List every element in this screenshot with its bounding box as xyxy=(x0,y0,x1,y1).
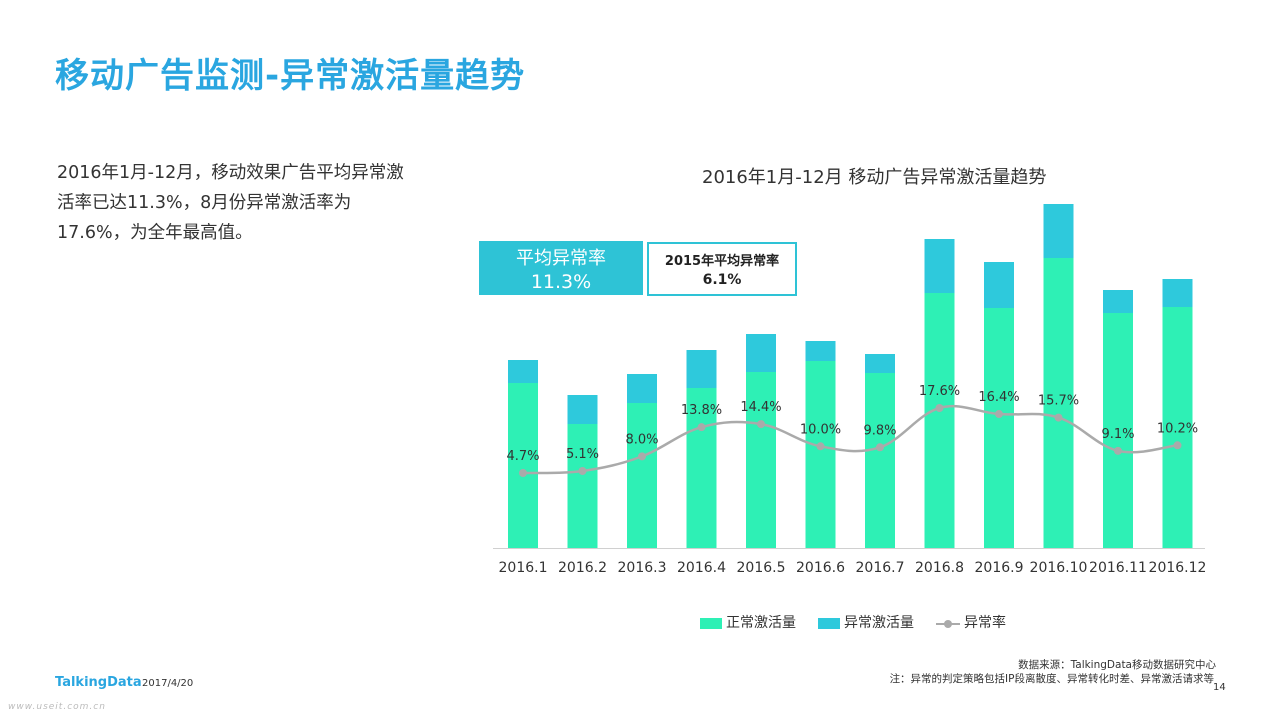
rate-data-label: 9.1% xyxy=(1101,427,1134,442)
bar-abnormal xyxy=(1162,279,1193,307)
rate-data-label: 14.4% xyxy=(740,400,781,415)
description-line: 17.6%，为全年最高值。 xyxy=(57,223,253,243)
bar-normal xyxy=(865,373,895,548)
legend-label: 正常激活量 xyxy=(726,615,796,631)
bar-normal xyxy=(805,361,836,548)
rate-point xyxy=(697,423,706,432)
rate-data-label: 13.8% xyxy=(681,403,722,418)
rate-point xyxy=(519,469,527,477)
rate-point xyxy=(757,420,765,429)
rate-point xyxy=(1173,441,1182,450)
x-tick-label: 2016.6 xyxy=(796,560,845,576)
x-tick-label: 2016.10 xyxy=(1030,560,1088,576)
x-tick-label: 2016.9 xyxy=(975,560,1024,576)
x-tick-label: 2016.5 xyxy=(737,560,786,576)
description-line: 2016年1月-12月，移动效果广告平均异常激 xyxy=(57,163,404,183)
rate-point xyxy=(816,442,825,451)
bar-abnormal xyxy=(865,354,895,373)
legend-swatch-normal xyxy=(700,617,722,629)
x-tick-label: 2016.12 xyxy=(1149,560,1207,576)
legend-label: 异常率 xyxy=(964,615,1006,631)
x-tick-label: 2016.1 xyxy=(499,560,548,576)
bar-abnormal xyxy=(567,395,598,424)
bar-abnormal xyxy=(627,374,657,403)
x-tick-label: 2016.7 xyxy=(856,560,905,576)
rate-data-label: 10.0% xyxy=(800,422,841,437)
rate-point xyxy=(1054,413,1063,422)
rate-data-label: 17.6% xyxy=(919,384,960,399)
rate-data-label: 10.2% xyxy=(1157,421,1198,436)
bar-abnormal xyxy=(1043,204,1074,258)
bar-normal xyxy=(746,372,776,548)
previous-year-rate-label: 2015年平均异常率 xyxy=(664,254,780,269)
description-line: 活率已达11.3%，8月份异常激活率为 xyxy=(57,193,352,213)
rate-data-label: 15.7% xyxy=(1038,394,1079,409)
rate-data-label: 8.0% xyxy=(625,432,658,447)
bar-normal xyxy=(1162,307,1193,548)
x-tick-label: 2016.8 xyxy=(915,560,964,576)
legend-line-marker-icon xyxy=(936,618,960,629)
x-tick-label: 2016.11 xyxy=(1089,560,1147,576)
bar-normal xyxy=(627,403,657,548)
bar-normal xyxy=(984,308,1014,548)
slide-date: 2017/4/20 xyxy=(142,678,194,689)
rate-data-label: 16.4% xyxy=(978,390,1019,405)
description: 2016年1月-12月，移动效果广告平均异常激 活率已达11.3%，8月份异常激… xyxy=(57,158,457,248)
rate-point xyxy=(995,410,1003,419)
page-number: 14 xyxy=(1213,682,1226,693)
rate-data-label: 4.7% xyxy=(506,449,539,464)
x-tick-label: 2016.2 xyxy=(558,560,607,576)
previous-year-rate-value: 6.1% xyxy=(702,272,742,288)
watermark: www.useit.com.cn xyxy=(8,702,106,712)
average-rate-callout: 平均异常率 11.3% xyxy=(479,241,643,295)
data-source: 数据来源：TalkingData移动数据研究中心 xyxy=(1018,659,1216,671)
bar-abnormal xyxy=(686,350,717,388)
legend-item-rate: 异常率 xyxy=(936,612,1006,632)
bar-normal xyxy=(508,383,538,548)
rate-point xyxy=(876,443,884,452)
legend-item-normal: 正常激活量 xyxy=(700,612,796,632)
rate-line xyxy=(522,404,1178,475)
rate-point xyxy=(578,466,587,475)
bar-normal xyxy=(1103,313,1133,548)
average-rate-label: 平均异常率 xyxy=(516,248,606,269)
x-tick-label: 2016.4 xyxy=(677,560,726,576)
bar-abnormal xyxy=(508,360,538,383)
chart-title: 2016年1月-12月 移动广告异常激活量趋势 xyxy=(702,167,1047,188)
footnote: 注：异常的判定策略包括IP段离散度、异常转化时差、异常激活请求等 xyxy=(889,673,1214,685)
page-title: 移动广告监测-异常激活量趋势 xyxy=(55,56,526,96)
legend-swatch-abnormal xyxy=(818,617,840,629)
bar-abnormal xyxy=(1103,290,1133,313)
rate-point xyxy=(638,452,646,461)
bar-abnormal xyxy=(924,239,955,293)
talkingdata-logo: TalkingData xyxy=(55,675,142,690)
average-rate-value: 11.3% xyxy=(530,271,592,293)
bar-normal xyxy=(567,424,598,548)
bar-normal xyxy=(1043,258,1074,548)
bar-abnormal xyxy=(805,341,836,361)
x-tick-label: 2016.3 xyxy=(618,560,667,576)
legend-item-abnormal: 异常激活量 xyxy=(818,612,914,632)
rate-point xyxy=(935,404,944,412)
legend-label: 异常激活量 xyxy=(844,615,914,631)
bar-abnormal xyxy=(984,262,1014,308)
bar-normal xyxy=(686,388,717,548)
rate-data-label: 9.8% xyxy=(863,423,896,438)
rate-data-label: 5.1% xyxy=(566,447,599,462)
rate-point xyxy=(1114,446,1122,455)
bar-normal xyxy=(924,293,955,548)
bar-abnormal xyxy=(746,334,776,372)
previous-year-rate-callout: 2015年平均异常率 6.1% xyxy=(647,242,797,296)
